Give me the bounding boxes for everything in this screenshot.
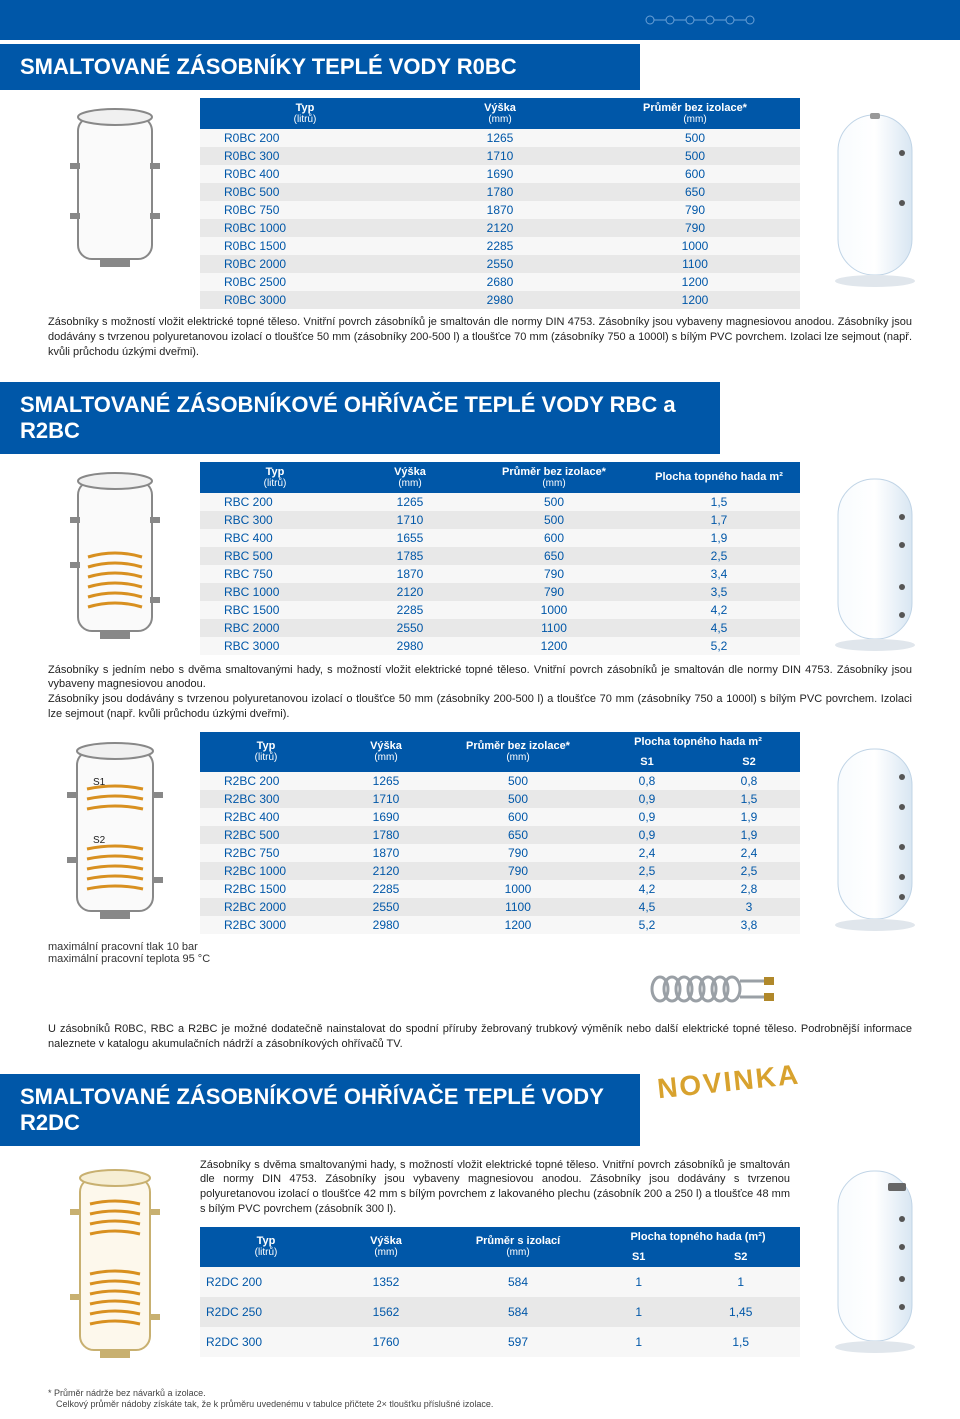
desc-r2bc: U zásobníků R0BC, RBC a R2BC je možné do… [0,1016,960,1056]
th-height: Výška [484,102,516,114]
desc-rbc: Zásobníky s jedním nebo s dvěma smaltova… [0,657,960,726]
table-r2bc: Typ(litrů) Výška(mm) Průměr bez izolace*… [200,732,800,934]
table-row: R0BC 250026801200 [200,273,800,291]
table-row: RBC 3000298012005,2 [200,637,800,655]
table-row: R2BC 50017806500,91,9 [200,826,800,844]
table-r0bc: Typ(litrů) Výška(mm) Průměr bez izolace*… [200,98,800,309]
th-type: Typ [296,102,315,114]
section-title: SMALTOVANÉ ZÁSOBNÍKY TEPLÉ VODY R0BC [0,44,640,90]
table-row: R2DC 300176059711,5 [200,1327,800,1357]
tank-diagram-r0bc [40,103,190,273]
tank-photo-r0bc [810,103,940,293]
section-title: SMALTOVANÉ ZÁSOBNÍKOVÉ OHŘÍVAČE TEPLÉ VO… [0,382,720,454]
table-row: R2BC 75018707902,42,4 [200,844,800,862]
table-rbc: Typ(litrů) Výška(mm) Průměr bez izolace*… [200,462,800,655]
footnote: * Průměr nádrže bez návarků a izolace. C… [0,1382,960,1419]
table-row: RBC 2000255011004,5 [200,619,800,637]
table-row: R0BC 150022851000 [200,237,800,255]
table-row: R0BC 5001780650 [200,183,800,201]
table-row: R0BC 2001265500 [200,129,800,147]
desc-r2dc: Zásobníky s dvěma smaltovanými hady, s m… [200,1154,800,1227]
tank-photo-r2dc [810,1159,940,1359]
svg-text:S2: S2 [93,835,106,846]
tank-diagram-r2bc: S1 S2 [40,737,190,927]
table-row: R2BC 2000255011004,53 [200,898,800,916]
table-row: R2BC 100021207902,52,5 [200,862,800,880]
table-row: R0BC 3001710500 [200,147,800,165]
table-row: R0BC 7501870790 [200,201,800,219]
section-title: SMALTOVANÉ ZÁSOBNÍKOVÉ OHŘÍVAČE TEPLÉ VO… [0,1074,640,1146]
tank-photo-r2bc [810,737,940,937]
table-row: RBC 100021207903,5 [200,583,800,601]
table-row: R2BC 1500228510004,22,8 [200,880,800,898]
notes-r2bc: maximální pracovní tlak 10 bar maximální… [0,937,960,965]
section-r2dc: SMALTOVANÉ ZÁSOBNÍKOVÉ OHŘÍVAČE TEPLÉ VO… [0,1074,960,1382]
desc-r0bc: Zásobníky s možností vložit elektrické t… [0,309,960,364]
table-row: RBC 40016556001,9 [200,529,800,547]
table-row: RBC 30017105001,7 [200,511,800,529]
tank-photo-rbc [810,467,940,657]
table-row: R2BC 30017105000,91,5 [200,790,800,808]
table-row: R0BC 10002120790 [200,219,800,237]
table-row: R2DC 250156258411,45 [200,1297,800,1327]
coil-image [640,971,960,1012]
top-decor [0,0,960,40]
table-row: R2BC 20012655000,80,8 [200,772,800,790]
table-row: RBC 1500228510004,2 [200,601,800,619]
table-row: R2BC 3000298012005,23,8 [200,916,800,934]
table-row: R0BC 4001690600 [200,165,800,183]
section-r0bc: SMALTOVANÉ ZÁSOBNÍKY TEPLÉ VODY R0BC Typ… [0,44,960,382]
tank-diagram-r2dc [40,1164,190,1364]
table-row: R2BC 40016906000,91,9 [200,808,800,826]
table-row: RBC 50017856502,5 [200,547,800,565]
section-rbc: SMALTOVANÉ ZÁSOBNÍKOVÉ OHŘÍVAČE TEPLÉ VO… [0,382,960,1074]
table-row: R0BC 200025501100 [200,255,800,273]
table-row: RBC 75018707903,4 [200,565,800,583]
table-r2dc: Typ(litrů) Výška(mm) Průměr s izolací(mm… [200,1227,800,1357]
table-row: R0BC 300029801200 [200,291,800,309]
table-row: R2DC 200135258411 [200,1267,800,1297]
th-diam: Průměr bez izolace* [643,102,747,114]
table-row: RBC 20012655001,5 [200,493,800,511]
tank-diagram-rbc [40,467,190,647]
